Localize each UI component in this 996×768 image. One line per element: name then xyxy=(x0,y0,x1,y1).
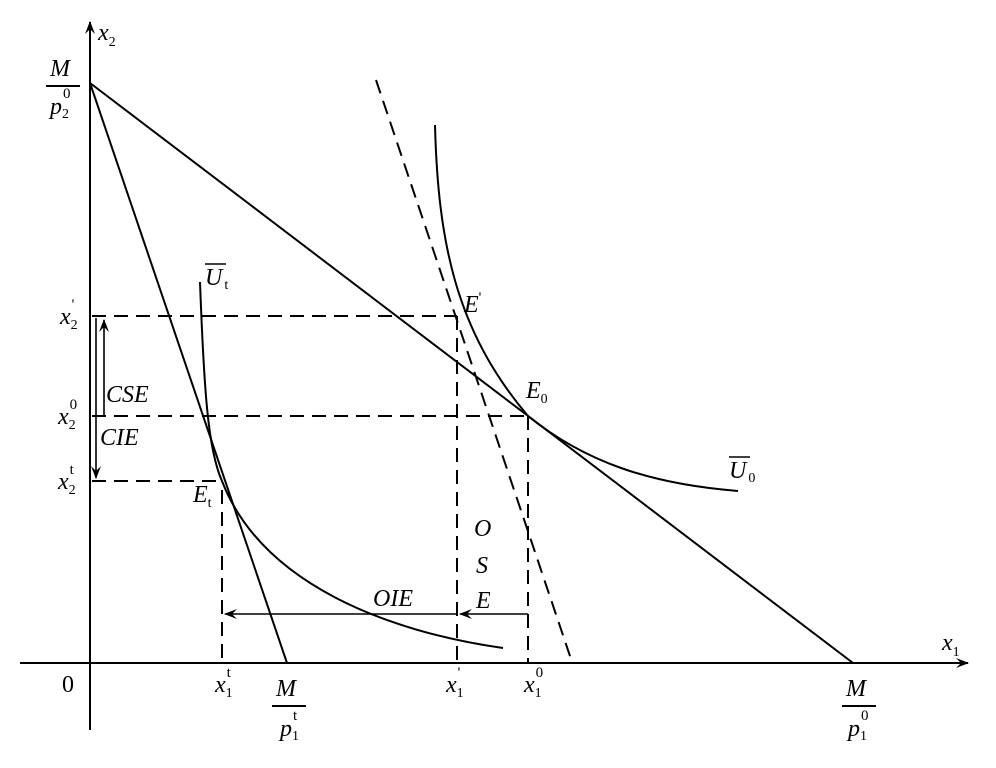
x-intercept-original-label: M p10 xyxy=(842,676,876,744)
x-tick-x1-t: x1t xyxy=(214,665,233,701)
cse-label: CSE xyxy=(106,382,149,408)
cie-label: CIE xyxy=(100,425,139,451)
x-tick-x1-0: x10 xyxy=(523,665,543,701)
y-tick-x2-0: x20 xyxy=(57,397,77,433)
svg-text:M: M xyxy=(49,56,72,82)
svg-text:p10: p10 xyxy=(846,708,869,744)
x-axis-label: x1 xyxy=(941,630,960,660)
svg-text:M: M xyxy=(275,676,298,702)
y-intercept-label: M p20 xyxy=(46,56,80,122)
ose-label-s: S xyxy=(476,553,488,579)
point-label-e-prime: E' xyxy=(463,290,482,318)
svg-text:p1t: p1t xyxy=(278,708,299,744)
svg-text:Ut: Ut xyxy=(205,265,228,293)
origin-label: 0 xyxy=(62,672,74,698)
indifference-curve-ut xyxy=(199,281,504,649)
budget-line-original xyxy=(89,82,854,664)
budget-line-taxed xyxy=(89,82,288,664)
svg-text:p20: p20 xyxy=(48,86,71,122)
x-intercept-taxed-label: M p1t xyxy=(272,676,306,744)
point-label-et: Et xyxy=(192,482,212,511)
oie-label: OIE xyxy=(373,586,413,612)
ose-label-e: E xyxy=(475,588,491,614)
compensated-budget-line xyxy=(375,79,573,663)
indifference-curve-u0 xyxy=(434,124,739,492)
y-tick-x2-t: x2t xyxy=(57,462,76,498)
svg-text:M: M xyxy=(845,676,868,702)
y-axis-label: x2 xyxy=(97,20,116,50)
point-label-e0: E0 xyxy=(525,378,548,407)
ose-label-o: O xyxy=(474,516,491,542)
x-tick-x1-prime: x1' xyxy=(445,665,464,701)
y-tick-x2-prime: x2' xyxy=(59,297,78,333)
svg-text:U0: U0 xyxy=(729,458,755,486)
